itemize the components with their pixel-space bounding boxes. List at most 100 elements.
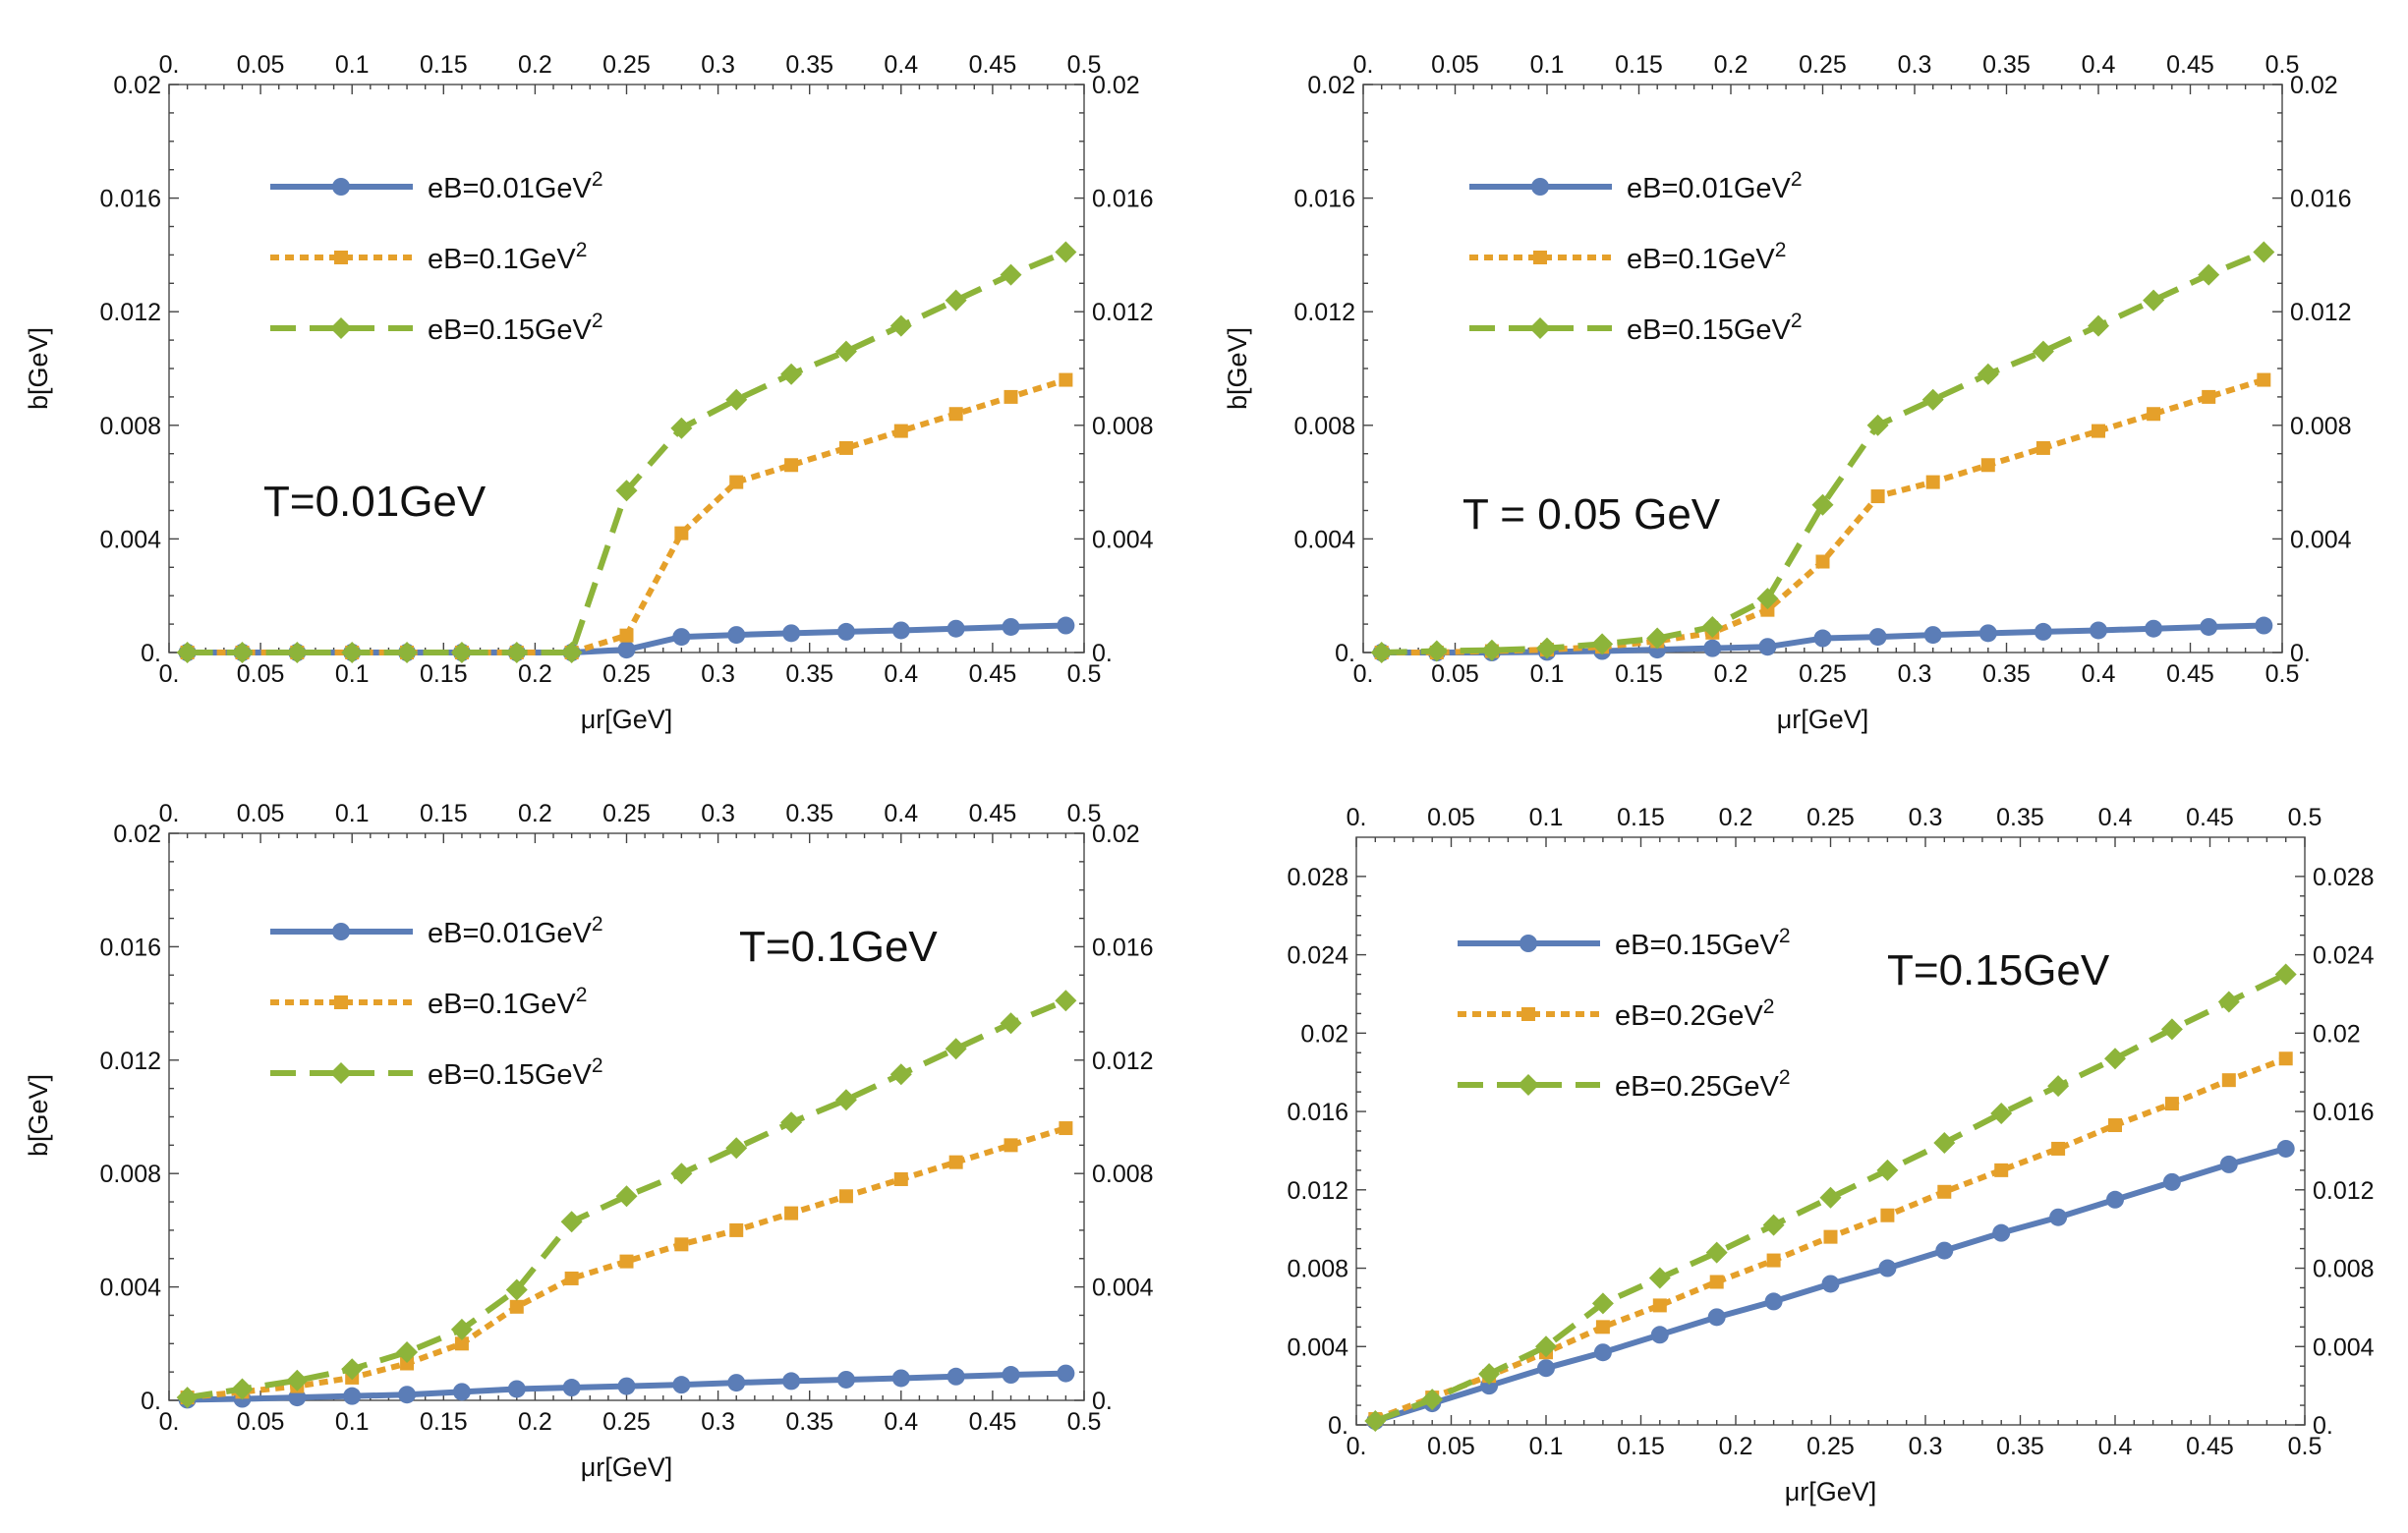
y-tick-label-left: 0.024 [1287,942,1348,970]
data-point [176,1387,199,1409]
x-tick-label-bottom: 0.4 [884,660,918,688]
y-axis-label: b[GeV] [24,327,53,410]
data-point [450,642,473,663]
legend-label: eB=0.01GeV2 [1627,168,1803,204]
x-tick-label-top: 0.35 [785,800,833,827]
data-point [1876,1159,1899,1181]
x-tick-label-top: 0. [159,51,180,79]
x-tick-label-bottom: 0. [1353,660,1374,688]
x-tick-label-bottom: 0.15 [1615,660,1663,688]
x-tick-label-top: 0. [1353,51,1374,79]
legend-superscript: 2 [592,168,603,191]
x-tick-label-top: 0.2 [1719,804,1753,831]
series-line [1374,971,2288,1424]
data-point [2088,314,2109,337]
x-tick-label-top: 0.4 [884,51,918,79]
y-tick-label-right: 0.028 [2313,864,2375,891]
x-tick-label-bottom: 0.4 [2082,660,2116,688]
series-1 [1368,1051,2293,1427]
data-point [1977,363,1999,385]
y-tick-label-right: 0.02 [1092,821,1140,848]
y-tick-label-right: 0.012 [1092,1048,1154,1075]
legend-entry: eB=0.01GeV2 [270,913,603,949]
y-tick-label-right: 0. [2290,640,2311,667]
data-point [1591,1292,1614,1315]
data-point [560,642,583,663]
data-point [2255,616,2273,635]
legend-label: eB=0.25GeV2 [1615,1066,1791,1103]
data-point [891,621,910,640]
data-point [1425,640,1448,662]
legend-entry: eB=0.15GeV2 [270,310,603,346]
data-point [507,1380,526,1398]
data-point [1055,990,1077,1012]
legend-label: eB=0.01GeV2 [428,913,603,949]
x-tick-label-bottom: 0. [1347,1433,1367,1460]
y-tick-label-right: 0.004 [1092,526,1154,553]
x-tick-label-bottom: 0.05 [1431,660,1479,688]
x-tick-label-top: 0.45 [2166,51,2214,79]
legend-superscript: 2 [1775,239,1787,261]
y-tick-label-left: 0. [141,1388,161,1415]
x-tick-label-bottom: 0.35 [785,660,833,688]
data-point [2253,241,2275,263]
data-point [1648,1267,1671,1289]
data-point [725,388,748,411]
data-point [1878,1259,1897,1278]
data-point [1819,1186,1842,1209]
y-tick-label-right: 0.008 [2313,1256,2375,1283]
legend-superscript: 2 [1779,925,1791,947]
x-axis-label: μr[GeV] [581,705,673,734]
data-point [782,624,801,643]
legend-superscript: 2 [1779,1066,1791,1089]
y-tick-label-left: 0.012 [1287,1177,1348,1205]
legend-label: eB=0.15GeV2 [1627,310,1803,346]
data-point [836,622,855,641]
data-point [2162,1172,2181,1191]
x-tick-label-top: 0.25 [1799,51,1847,79]
y-tick-label-right: 0. [1092,1388,1113,1415]
data-point [834,340,857,363]
legend-label: eB=0.1GeV2 [1627,239,1786,275]
x-tick-label-bottom: 0.5 [1067,1408,1102,1436]
data-point [1811,493,1834,516]
x-tick-label-bottom: 0.4 [884,1408,918,1436]
legend-marker [334,995,348,1009]
data-point [452,1383,471,1401]
legend-label: eB=0.01GeV2 [428,168,603,204]
x-axis-label: μr[GeV] [1785,1477,1877,1506]
x-tick-label-top: 0.15 [420,800,468,827]
data-point [2200,617,2218,636]
data-point [1756,588,1779,610]
chart-panel-top-left: 0.0.0.050.050.10.10.150.150.20.20.250.25… [24,51,1154,734]
x-tick-label-top: 0.15 [420,51,468,79]
x-tick-label-top: 0.5 [2288,804,2322,831]
data-point [1055,241,1077,263]
y-tick-label-left: 0.016 [99,934,161,961]
legend-marker [1533,251,1547,264]
x-tick-label-bottom: 0.25 [602,1408,651,1436]
data-point [674,526,689,540]
y-tick-label-left: 0.012 [99,299,161,326]
x-tick-label-bottom: 0. [159,660,180,688]
data-point [1595,1320,1610,1334]
series-2 [1370,241,2275,663]
x-tick-label-top: 0.25 [1806,804,1855,831]
data-point [948,407,963,422]
x-tick-label-top: 0.35 [785,51,833,79]
x-tick-label-bottom: 0.3 [701,660,735,688]
data-point [1000,1012,1022,1035]
data-point [398,1386,417,1404]
y-tick-label-left: 0.02 [113,821,161,848]
y-tick-label-left: 0.004 [99,1275,161,1302]
data-point [1923,626,1942,645]
x-tick-label-top: 0.1 [1529,804,1564,831]
x-tick-label-top: 0.5 [1067,51,1102,79]
data-point [889,314,912,337]
data-point [1646,627,1669,650]
data-point [1002,1366,1020,1385]
y-tick-label-right: 0.016 [2313,1099,2375,1126]
legend-marker [332,178,350,196]
x-tick-label-top: 0.4 [2098,804,2133,831]
y-tick-label-left: 0.016 [1287,1099,1348,1126]
